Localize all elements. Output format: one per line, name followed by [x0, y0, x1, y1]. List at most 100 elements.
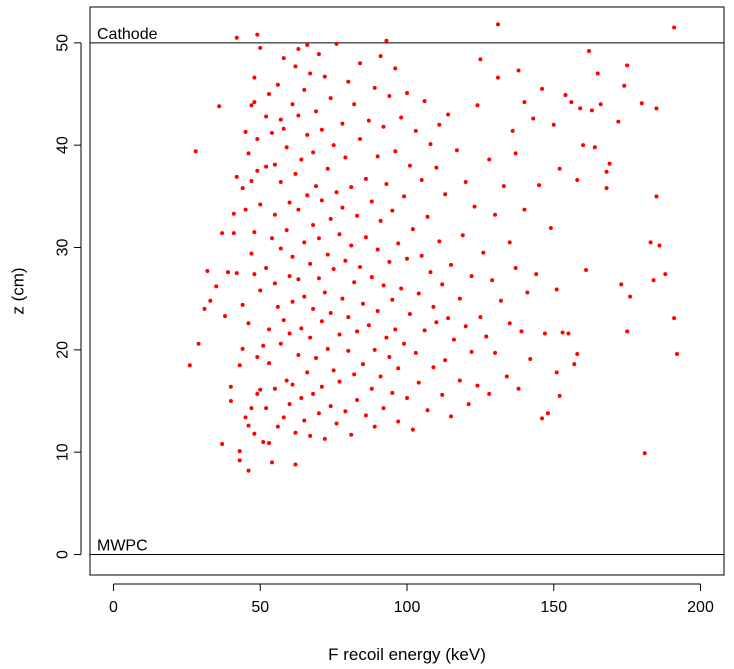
data-point	[284, 228, 289, 233]
data-point	[290, 299, 295, 304]
data-point	[522, 100, 527, 105]
data-point	[343, 258, 348, 263]
data-point	[425, 214, 430, 219]
data-point	[431, 304, 436, 309]
data-point	[302, 87, 307, 92]
data-point	[340, 121, 345, 126]
data-point	[311, 306, 316, 311]
data-point	[272, 386, 277, 391]
data-point	[369, 199, 374, 204]
data-point	[349, 185, 354, 190]
data-point	[340, 205, 345, 210]
data-point	[478, 57, 483, 62]
data-point	[346, 348, 351, 353]
data-point	[246, 151, 251, 156]
data-point	[240, 302, 245, 307]
data-point	[293, 430, 298, 435]
data-point	[296, 352, 301, 357]
data-point	[410, 227, 415, 232]
data-point	[578, 106, 583, 111]
data-point	[243, 207, 248, 212]
data-point	[269, 236, 274, 241]
data-point	[290, 254, 295, 259]
data-point	[507, 240, 512, 245]
data-point	[196, 341, 201, 346]
data-point	[246, 468, 251, 473]
data-point	[469, 349, 474, 354]
data-point	[510, 128, 515, 133]
data-point	[269, 130, 274, 135]
data-point	[360, 301, 365, 306]
data-point	[352, 280, 357, 285]
data-point	[252, 100, 257, 105]
data-point	[258, 288, 263, 293]
data-point	[399, 286, 404, 291]
data-point	[396, 241, 401, 246]
data-point	[440, 282, 445, 287]
data-point	[378, 374, 383, 379]
data-point	[369, 275, 374, 280]
data-point	[325, 166, 330, 171]
data-point	[399, 115, 404, 120]
data-point	[328, 216, 333, 221]
data-point	[302, 418, 307, 423]
data-point	[396, 366, 401, 371]
data-point	[654, 106, 659, 111]
y-tick-label: 0	[55, 550, 72, 559]
data-point	[296, 277, 301, 282]
data-point	[308, 261, 313, 266]
data-point	[311, 391, 316, 396]
data-point	[308, 433, 313, 438]
data-point	[278, 117, 283, 122]
data-point	[381, 406, 386, 411]
data-point	[281, 318, 286, 323]
data-point	[240, 346, 245, 351]
data-point	[249, 251, 254, 256]
data-point	[375, 247, 380, 252]
data-point	[522, 207, 527, 212]
data-point	[252, 75, 257, 80]
data-point	[407, 312, 412, 317]
data-point	[393, 66, 398, 71]
data-point	[419, 177, 424, 182]
data-point	[416, 380, 421, 385]
data-point	[405, 90, 409, 95]
data-point	[278, 341, 283, 346]
data-point	[545, 411, 550, 416]
data-point	[264, 164, 269, 169]
data-point	[305, 370, 310, 375]
data-point	[393, 149, 398, 154]
data-point	[378, 218, 383, 223]
data-point	[363, 413, 368, 418]
data-point	[434, 165, 439, 170]
data-point	[381, 283, 386, 288]
data-point	[261, 439, 266, 444]
data-point	[607, 161, 612, 166]
data-point	[240, 186, 245, 191]
data-point	[390, 208, 395, 213]
data-point	[267, 440, 272, 445]
data-point	[225, 270, 230, 275]
data-point	[231, 231, 236, 236]
data-point	[648, 240, 653, 245]
data-point	[331, 143, 336, 148]
data-point	[366, 323, 371, 328]
data-point	[316, 276, 321, 281]
data-point	[228, 384, 233, 389]
y-axis: 0 10 20 30 40 50	[55, 34, 82, 559]
data-point	[278, 180, 283, 185]
data-point	[311, 150, 316, 155]
data-point	[322, 436, 327, 441]
data-point	[595, 71, 600, 76]
data-point	[675, 351, 680, 356]
data-point	[516, 386, 521, 391]
data-point	[352, 372, 357, 377]
data-point	[569, 100, 574, 105]
data-point	[575, 177, 580, 182]
data-point	[548, 226, 553, 231]
data-point	[619, 282, 624, 287]
data-point	[484, 334, 489, 339]
data-point	[551, 122, 556, 127]
data-point	[228, 399, 233, 404]
